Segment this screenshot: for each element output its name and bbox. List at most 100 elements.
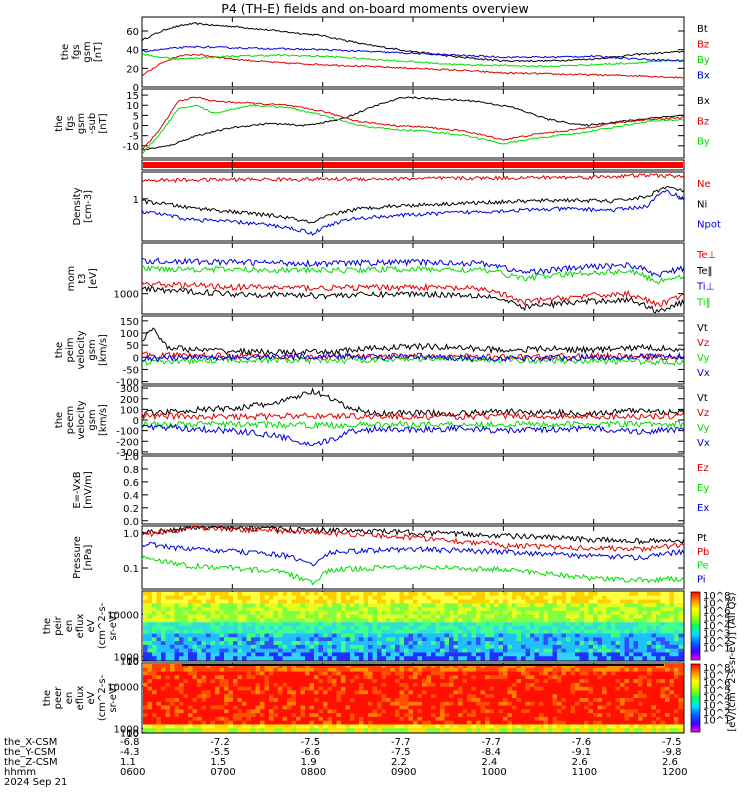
heatmap-cell — [629, 599, 634, 604]
heatmap-cell — [656, 728, 661, 733]
heatmap-cell — [246, 724, 252, 729]
heatmap-cell — [363, 664, 369, 669]
heatmap-cell — [521, 686, 526, 691]
heatmap-cell — [327, 664, 333, 669]
heatmap-cell — [359, 716, 364, 722]
heatmap-cell — [278, 637, 283, 642]
heatmap-cell — [678, 682, 684, 688]
heatmap-cell — [147, 705, 153, 710]
heatmap-cell — [260, 641, 265, 646]
heatmap-cell — [264, 682, 270, 688]
heatmap-cell — [246, 637, 252, 642]
heatmap-cell — [354, 705, 360, 710]
heatmap-cell — [471, 667, 477, 672]
heatmap-cell — [543, 637, 549, 642]
heatmap-cell — [651, 671, 657, 676]
heatmap-cell — [174, 713, 180, 718]
heatmap-cell — [647, 728, 652, 733]
heatmap-cell — [201, 629, 207, 634]
heatmap-cell — [620, 614, 625, 619]
heatmap-cell — [507, 728, 513, 733]
heatmap-cell — [615, 686, 621, 691]
heatmap-cell — [602, 720, 607, 725]
heatmap-cell — [395, 656, 400, 661]
heatmap-cell — [665, 709, 670, 714]
heatmap-cell — [584, 626, 589, 631]
heatmap-cell — [395, 603, 400, 608]
heatmap-cell — [458, 610, 463, 616]
heatmap-cell — [377, 728, 382, 733]
heatmap-cell — [251, 686, 256, 691]
heatmap-cell — [417, 618, 423, 623]
heatmap-cell — [566, 633, 571, 638]
heatmap-cell — [489, 690, 495, 695]
heatmap-cell — [377, 667, 382, 672]
heatmap-cell — [323, 682, 328, 688]
heatmap-cell — [561, 679, 567, 684]
heatmap-cell — [615, 607, 621, 612]
heatmap-cell — [647, 664, 652, 669]
heatmap-cell — [413, 698, 418, 703]
heatmap-cell — [435, 686, 441, 691]
heatmap-cell — [669, 618, 675, 623]
heatmap-cell — [206, 595, 211, 600]
heatmap-cell — [296, 610, 301, 616]
heatmap-cell — [449, 656, 454, 661]
heatmap-cell — [494, 664, 499, 669]
heatmap-cell — [606, 716, 612, 722]
heatmap-cell — [516, 629, 522, 634]
heatmap-cell — [507, 603, 513, 608]
heatmap-cell — [557, 644, 562, 650]
heatmap-cell — [656, 592, 661, 597]
heatmap-cell — [552, 626, 558, 631]
heatmap-cell — [255, 652, 261, 657]
heatmap-cell — [624, 713, 630, 718]
heatmap-cell — [458, 592, 463, 597]
heatmap-cell — [557, 679, 562, 684]
heatmap-cell — [305, 629, 310, 634]
heatmap-cell — [404, 705, 409, 710]
heatmap-cell — [422, 698, 427, 703]
heatmap-cell — [399, 716, 405, 722]
heatmap-cell — [282, 667, 288, 672]
heatmap-cell — [156, 622, 162, 627]
heatmap-cell — [152, 641, 157, 646]
heatmap-cell — [458, 626, 463, 631]
heatmap-cell — [323, 641, 328, 646]
heatmap-cell — [548, 675, 553, 680]
heatmap-cell — [192, 603, 198, 608]
heatmap-cell — [363, 709, 369, 714]
heatmap-cell — [300, 629, 306, 634]
heatmap-cell — [192, 675, 198, 680]
heatmap-cell — [174, 595, 180, 600]
heatmap-cell — [219, 633, 225, 638]
heatmap-cell — [521, 690, 526, 695]
heatmap-cell — [399, 724, 405, 729]
heatmap-cell — [390, 667, 396, 672]
heatmap-cell — [251, 641, 256, 646]
heatmap-cell — [566, 629, 571, 634]
heatmap-cell — [548, 671, 553, 676]
heatmap-cell — [255, 709, 261, 714]
heatmap-cell — [269, 652, 274, 657]
heatmap-cell — [602, 652, 607, 657]
heatmap-cell — [143, 709, 148, 714]
heatmap-cell — [525, 709, 531, 714]
heatmap-cell — [629, 626, 634, 631]
heatmap-cell — [242, 724, 247, 729]
heatmap-cell — [296, 656, 301, 661]
heatmap-cell — [525, 656, 531, 661]
heatmap-cell — [530, 682, 535, 688]
heatmap-cell — [471, 641, 477, 646]
heatmap-cell — [332, 644, 337, 650]
heatmap-cell — [507, 664, 513, 669]
heatmap-cell — [359, 698, 364, 703]
peir_eflux-panel: the peir en eflux eV (cm^2-s-sr-eV)1010010001… — [42, 592, 684, 668]
heatmap-cell — [593, 648, 598, 653]
heatmap-cell — [363, 686, 369, 691]
heatmap-cell — [620, 698, 625, 703]
heatmap-cell — [143, 626, 148, 631]
heatmap-cell — [309, 682, 315, 688]
heatmap-cell — [269, 705, 274, 710]
heatmap-cell — [413, 592, 418, 597]
